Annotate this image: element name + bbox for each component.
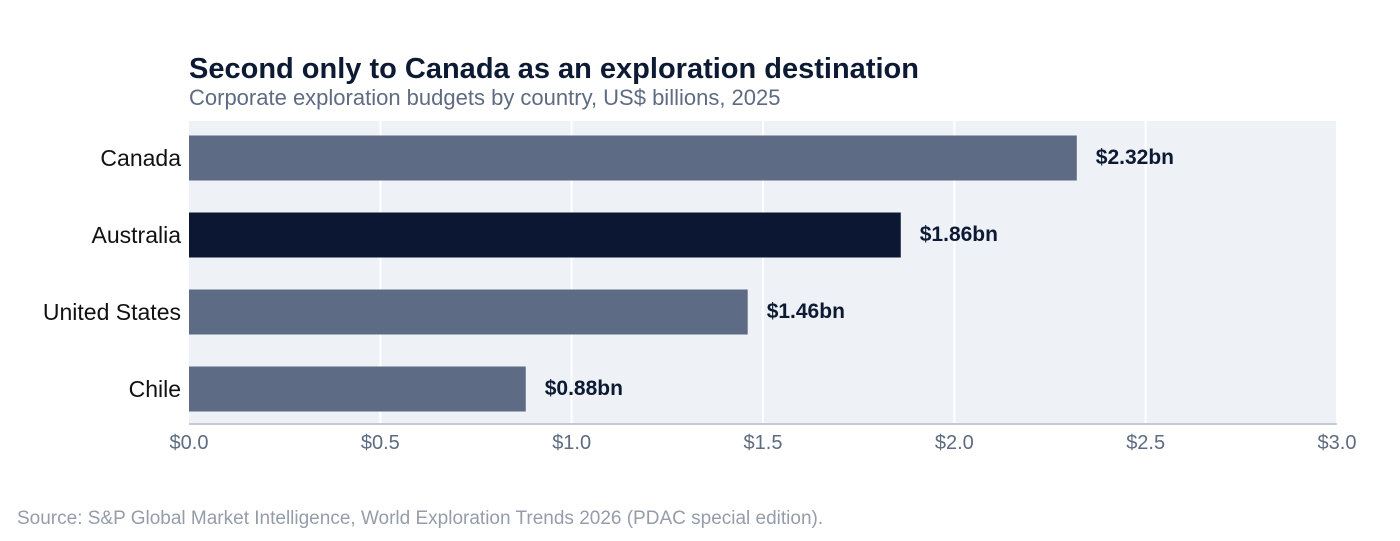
x-tick-label: $1.5 <box>744 432 783 454</box>
data-label: $1.46bn <box>767 300 845 323</box>
x-tick-label: $1.0 <box>552 432 591 454</box>
bars <box>189 135 1077 412</box>
category-label: Australia <box>92 222 182 248</box>
x-tick-label: $0.0 <box>170 432 209 454</box>
bar <box>189 366 526 412</box>
data-label: $1.86bn <box>920 223 998 246</box>
data-labels: $2.32bn $1.86bn $1.46bn $0.88bn <box>545 146 1174 400</box>
x-tick-label: $0.5 <box>361 432 400 454</box>
x-tick-label: $2.5 <box>1126 432 1165 454</box>
x-tick-label: $3.0 <box>1318 432 1357 454</box>
source-note: Source: S&P Global Market Intelligence, … <box>17 508 824 529</box>
chart-subtitle: Corporate exploration budgets by country… <box>189 85 781 110</box>
bar <box>189 289 748 335</box>
x-tick-label: $2.0 <box>935 432 974 454</box>
chart-title: Second only to Canada as an exploration … <box>189 53 919 85</box>
category-label: United States <box>43 299 181 325</box>
category-label: Canada <box>100 145 181 171</box>
data-label: $0.88bn <box>545 377 623 400</box>
bar <box>189 212 901 258</box>
data-label: $2.32bn <box>1096 146 1174 169</box>
bar <box>189 135 1077 181</box>
y-axis-categories: Canada Australia United States Chile <box>43 145 181 402</box>
category-label: Chile <box>129 376 181 402</box>
x-axis-ticks: $0.0 $0.5 $1.0 $1.5 $2.0 $2.5 $3.0 <box>170 432 1357 454</box>
